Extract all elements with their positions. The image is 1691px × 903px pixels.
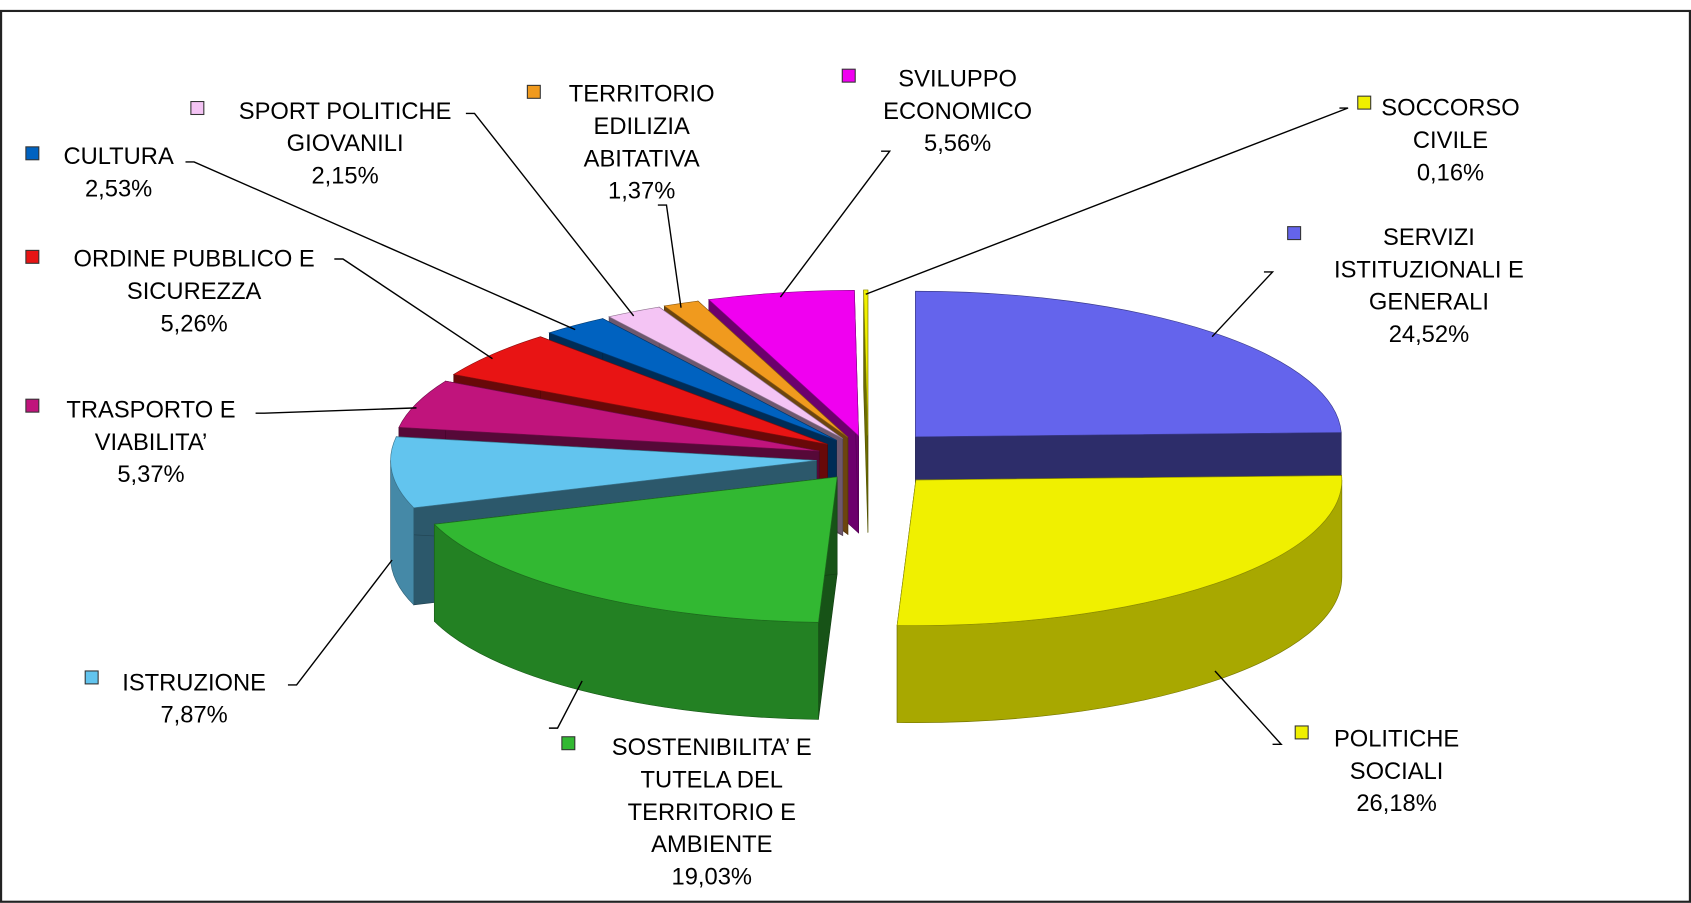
label-box: SVILUPPO ECONOMICO 5,56% [861, 63, 1055, 160]
label-box: TRASPORTO E VIABILITA’ 5,37% [27, 394, 275, 491]
slice-name: SERVIZI ISTITUZIONALI E GENERALI [1334, 223, 1524, 316]
slice-name: CULTURA [63, 142, 174, 170]
slice-value: 0,16% [1416, 158, 1485, 186]
leader-line [657, 204, 682, 308]
slice-name: SVILUPPO ECONOMICO [883, 64, 1033, 125]
leader-line [865, 107, 1349, 295]
slice [896, 475, 1343, 626]
legend-marker [561, 736, 576, 751]
slice-name: SOSTENIBILITA’ E TUTELA DEL TERRITORIO E… [611, 733, 812, 858]
legend-marker [1287, 226, 1302, 241]
leader-line [287, 559, 393, 686]
slice-label: ISTRUZIONE 7,87% [86, 667, 302, 732]
legend-marker [25, 249, 40, 264]
legend-marker [190, 101, 205, 116]
slice [863, 289, 869, 436]
slice-name: SPORT POLITICHE GIOVANILI [238, 97, 452, 157]
slice-label: CULTURA 2,53% [43, 140, 194, 205]
label-box: SOSTENIBILITA’ E TUTELA DEL TERRITORIO E… [588, 731, 836, 893]
slice-label: POLITICHE SOCIALI 26,18% [1305, 723, 1488, 820]
slice [433, 476, 838, 623]
slice-name: TERRITORIO EDILIZIA ABITATIVA [568, 79, 715, 172]
slice-value: 2,53% [84, 174, 153, 202]
slice-name: TRASPORTO E VIABILITA’ [66, 395, 236, 456]
leader-line [1214, 670, 1283, 745]
slice-value: 26,18% [1356, 789, 1437, 817]
slice-label: SPORT POLITICHE GIOVANILI 2,15% [200, 95, 491, 192]
slice-name: ORDINE PUBBLICO E SICUREZZA [73, 244, 315, 305]
slice-value: 24,52% [1388, 320, 1470, 348]
legend-marker [25, 398, 40, 413]
slice-label: SERVIZI ISTITUZIONALI E GENERALI 24,52% [1305, 221, 1553, 350]
slice-label: SVILUPPO ECONOMICO 5,56% [861, 63, 1055, 160]
slice-value: 5,37% [117, 460, 185, 488]
slice-value: 1,37% [608, 177, 676, 204]
slice-value: 2,15% [311, 161, 379, 189]
slice [548, 318, 837, 441]
legend-marker [1294, 725, 1309, 740]
label-box: CULTURA 2,53% [43, 140, 194, 205]
leader-line [255, 407, 417, 414]
slice-name: ISTRUZIONE [122, 668, 266, 696]
slice-value: 5,26% [160, 309, 228, 337]
slice-label: SOSTENIBILITA’ E TUTELA DEL TERRITORIO E… [588, 731, 836, 893]
slice [398, 380, 820, 452]
slice-label: SOCCORSO CIVILE 0,16% [1375, 92, 1526, 189]
label-box: SERVIZI ISTITUZIONALI E GENERALI 24,52% [1305, 221, 1553, 350]
legend-marker [1357, 95, 1372, 110]
legend-marker [84, 670, 99, 685]
label-box: ISTRUZIONE 7,87% [86, 667, 302, 732]
label-box: SPORT POLITICHE GIOVANILI 2,15% [200, 95, 491, 192]
label-box: ORDINE PUBBLICO E SICUREZZA 5,26% [32, 243, 356, 340]
leader-line [548, 680, 583, 729]
legend-marker [526, 84, 541, 99]
legend-marker [25, 146, 40, 161]
slice-value: 5,56% [924, 129, 992, 157]
leader-line [185, 161, 576, 331]
slice-label: ORDINE PUBBLICO E SICUREZZA 5,26% [32, 243, 356, 340]
legend-marker [841, 68, 856, 83]
leader-line [465, 112, 635, 317]
leader-line [334, 258, 493, 360]
leader-line [1211, 271, 1275, 338]
slice [390, 436, 817, 509]
slice [452, 336, 828, 445]
slice-value: 19,03% [671, 862, 753, 890]
slice [915, 290, 1342, 438]
slice [708, 289, 859, 437]
leader-line [779, 150, 892, 298]
label-box: POLITICHE SOCIALI 26,18% [1305, 723, 1488, 820]
slice [608, 306, 843, 439]
slice-value: 7,87% [160, 701, 228, 729]
slice-name: SOCCORSO CIVILE [1381, 93, 1520, 154]
slice-label: TERRITORIO EDILIZIA ABITATIVA 1,37% [545, 78, 739, 207]
slice-name: POLITICHE SOCIALI [1333, 724, 1460, 785]
label-box: SOCCORSO CIVILE 0,16% [1375, 92, 1526, 189]
slice-label: TRASPORTO E VIABILITA’ 5,37% [27, 394, 275, 491]
label-box: TERRITORIO EDILIZIA ABITATIVA 1,37% [545, 78, 739, 207]
